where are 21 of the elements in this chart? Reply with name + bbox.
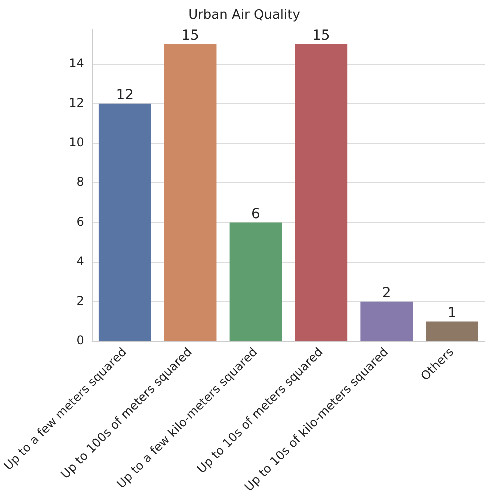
bar [230,222,282,342]
bar [295,44,348,342]
bar [426,322,478,342]
data-label: 15 [312,28,330,44]
data-label: 15 [182,28,200,44]
y-tick-label: 6 [76,214,84,229]
y-tick-label: 10 [69,136,84,150]
chart-title: Urban Air Quality [188,8,301,24]
y-tick-label: 8 [76,175,84,190]
bar [360,302,414,342]
data-label: 12 [116,88,134,104]
y-tick-label: 4 [76,254,84,268]
data-label: 6 [252,206,261,222]
data-label: 1 [448,305,457,322]
y-tick-label: 2 [76,294,84,308]
data-label: 2 [382,286,392,302]
y-tick-label: 12 [69,96,84,110]
y-tick-label: 0 [76,334,84,348]
bar [164,44,217,342]
y-tick-label: 14 [69,56,84,70]
bar [98,104,152,342]
